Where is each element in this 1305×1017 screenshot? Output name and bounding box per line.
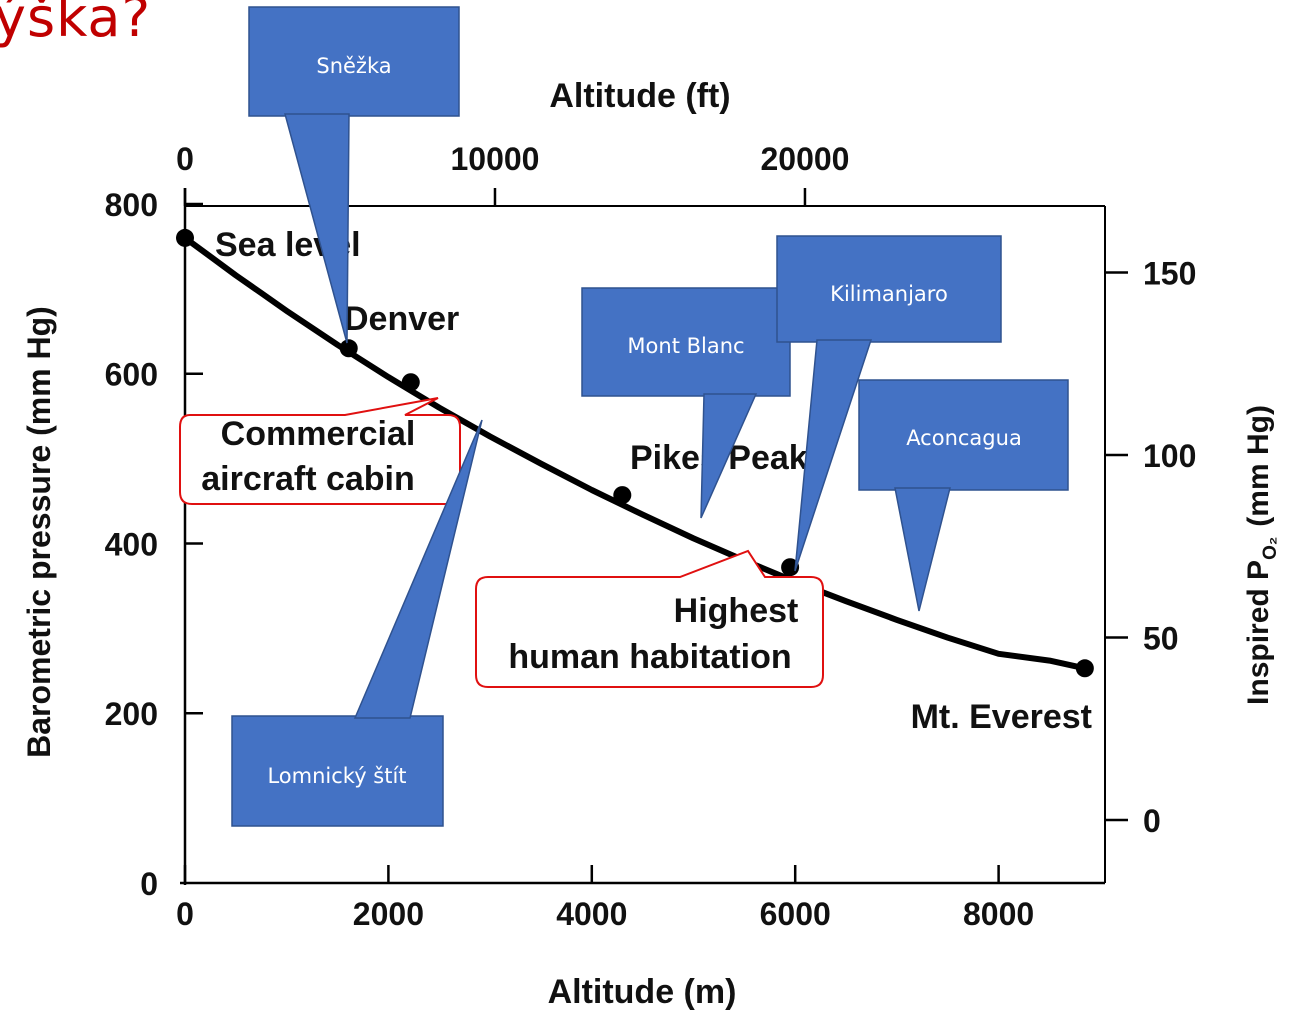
highest-line-1: Highest <box>674 592 799 630</box>
x-axis-title: Altitude (m) <box>548 973 737 1011</box>
y-axis-title: Barometric pressure (mm Hg) <box>21 306 57 758</box>
label-mt-everest: Mt. Everest <box>911 698 1092 736</box>
callout-aconcagua-label: Aconcagua <box>906 426 1022 450</box>
y2-tick-label: 50 <box>1143 621 1179 657</box>
callout-snezka-pointer <box>284 113 350 344</box>
callout-aconcagua-pointer <box>894 487 951 612</box>
y2-tick-label: 0 <box>1143 803 1161 839</box>
callout-snezka-label: Sněžka <box>316 54 391 78</box>
data-point <box>176 228 194 247</box>
callout-lomnicky-box <box>231 715 444 827</box>
label-denver: Denver <box>344 300 459 338</box>
data-point <box>401 373 420 392</box>
callout-lomnicky-stit: Lomnický štít <box>231 419 483 827</box>
y-tick-label: 0 <box>140 866 158 902</box>
x2-tick-label: 20000 <box>760 141 849 177</box>
callout-kilimanjaro-pointer <box>794 339 873 572</box>
callout-mont-blanc-label: Mont Blanc <box>627 334 744 358</box>
highest-annotation-box <box>475 549 824 688</box>
callout-snezka-box <box>248 6 460 117</box>
y2-tick-label: 150 <box>1143 256 1196 292</box>
commercial-line-2: aircraft cabin <box>201 460 415 498</box>
callout-mont-blanc-pointer <box>700 393 758 519</box>
y-tick-label: 600 <box>105 357 158 393</box>
x2-tick-label: 10000 <box>450 141 539 177</box>
slide-title: ýška? <box>0 0 152 49</box>
x-tick-label: 8000 <box>963 896 1034 932</box>
y2-axis-title: Inspired PO₂ (mm Hg) <box>1242 405 1281 705</box>
pressure-curve <box>182 234 1088 672</box>
callout-kilimanjaro: Kilimanjaro <box>776 235 1002 572</box>
highest-line-2: human habitation <box>508 638 791 676</box>
y-tick-label: 400 <box>105 526 158 562</box>
callout-aconcagua: Aconcagua <box>858 379 1069 612</box>
y-tick-label: 200 <box>105 696 158 732</box>
y2-title-main: Inspired P <box>1242 560 1275 705</box>
callout-kilimanjaro-label: Kilimanjaro <box>830 282 948 306</box>
data-point <box>781 558 800 577</box>
x2-tick-label: 0 <box>176 141 194 177</box>
callout-lomnicky-pointer <box>353 419 483 719</box>
x-tick-label: 0 <box>176 896 194 932</box>
commercial-line-1: Commercial <box>221 415 416 453</box>
callout-lomnicky-label: Lomnický štít <box>267 764 406 788</box>
x-tick-label: 6000 <box>760 896 831 932</box>
data-point <box>1075 659 1094 678</box>
callout-mont-blanc: Mont Blanc <box>581 287 791 519</box>
y2-tick-label: 100 <box>1143 438 1196 474</box>
callout-kilimanjaro-box <box>776 235 1002 343</box>
x-tick-label: 4000 <box>556 896 627 932</box>
data-point <box>339 339 358 358</box>
callout-snezka: Sněžka <box>248 6 460 344</box>
y2-title-subscript: O₂ <box>1260 537 1281 560</box>
x2-axis-title: Altitude (ft) <box>549 77 730 115</box>
x-tick-label: 2000 <box>353 896 424 932</box>
y2-title-unit: (mm Hg) <box>1242 405 1275 527</box>
callout-mont-blanc-box <box>581 287 791 397</box>
y-tick-label: 800 <box>105 187 158 223</box>
data-point <box>613 486 632 505</box>
callout-aconcagua-box <box>858 379 1069 491</box>
